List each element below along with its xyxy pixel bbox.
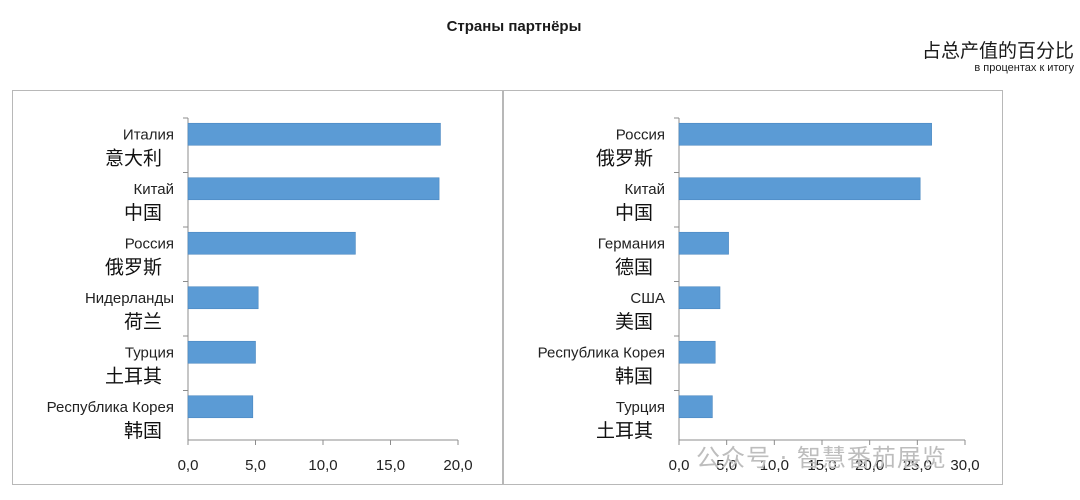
right-bar	[678, 395, 713, 419]
right-category-label: Россия	[616, 126, 665, 143]
right-category-label: Китай	[624, 181, 665, 198]
right-category-label: Республика Корея	[538, 344, 665, 361]
left-bar	[187, 340, 256, 364]
unit-label-ru: в процентах к итогу	[974, 62, 1074, 74]
right-x-tick-label: 10,0	[760, 457, 789, 474]
right-category-label-cn: 土耳其	[596, 420, 653, 442]
left-category-label-cn: 韩国	[124, 420, 162, 442]
left-bar	[187, 286, 259, 310]
right-x-tick-label: 30,0	[950, 457, 979, 474]
left-category-label-cn: 中国	[124, 202, 162, 224]
left-category-label: Нидерланды	[85, 290, 174, 307]
right-chart-frame	[503, 90, 1003, 485]
left-category-label: Китай	[133, 181, 174, 198]
right-bar	[678, 231, 729, 255]
left-chart-frame	[12, 90, 503, 485]
left-category-label: Турция	[125, 344, 174, 361]
left-x-tick-label: 20,0	[443, 457, 472, 474]
left-category-label-cn: 俄罗斯	[105, 256, 162, 278]
right-category-label: США	[630, 290, 665, 307]
left-x-tick-label: 15,0	[376, 457, 405, 474]
right-category-label-cn: 中国	[615, 202, 653, 224]
right-category-label: Турция	[616, 399, 665, 416]
right-bar	[678, 340, 716, 364]
right-category-label-cn: 德国	[615, 256, 653, 278]
right-bar	[678, 286, 721, 310]
left-category-label: Россия	[125, 235, 174, 252]
right-category-label: Германия	[598, 235, 665, 252]
left-x-tick-label: 0,0	[178, 457, 199, 474]
chart-title: Страны партнёры	[446, 18, 582, 35]
right-category-label-cn: 美国	[615, 311, 653, 333]
left-category-label: Республика Корея	[47, 399, 174, 416]
left-category-label-cn: 意大利	[105, 147, 162, 169]
left-bar	[187, 122, 441, 146]
left-bar	[187, 177, 440, 201]
right-x-tick-label: 5,0	[716, 457, 737, 474]
right-category-label-cn: 俄罗斯	[596, 147, 653, 169]
right-bar	[678, 177, 921, 201]
unit-label-cn: 占总产值的百分比	[921, 40, 1074, 62]
left-category-label-cn: 土耳其	[105, 365, 162, 387]
left-bar	[187, 231, 356, 255]
right-x-tick-label: 15,0	[807, 457, 836, 474]
left-x-tick-label: 5,0	[245, 457, 266, 474]
right-x-tick-label: 25,0	[903, 457, 932, 474]
right-bar	[678, 122, 932, 146]
left-category-label-cn: 荷兰	[124, 311, 162, 333]
right-x-tick-label: 20,0	[855, 457, 884, 474]
left-bar	[187, 395, 254, 419]
watermark: 公众号 · 智慧番茄展览	[696, 444, 947, 472]
left-category-label: Италия	[123, 126, 174, 143]
left-x-tick-label: 10,0	[308, 457, 337, 474]
right-x-tick-label: 0,0	[669, 457, 690, 474]
right-category-label-cn: 韩国	[615, 365, 653, 387]
